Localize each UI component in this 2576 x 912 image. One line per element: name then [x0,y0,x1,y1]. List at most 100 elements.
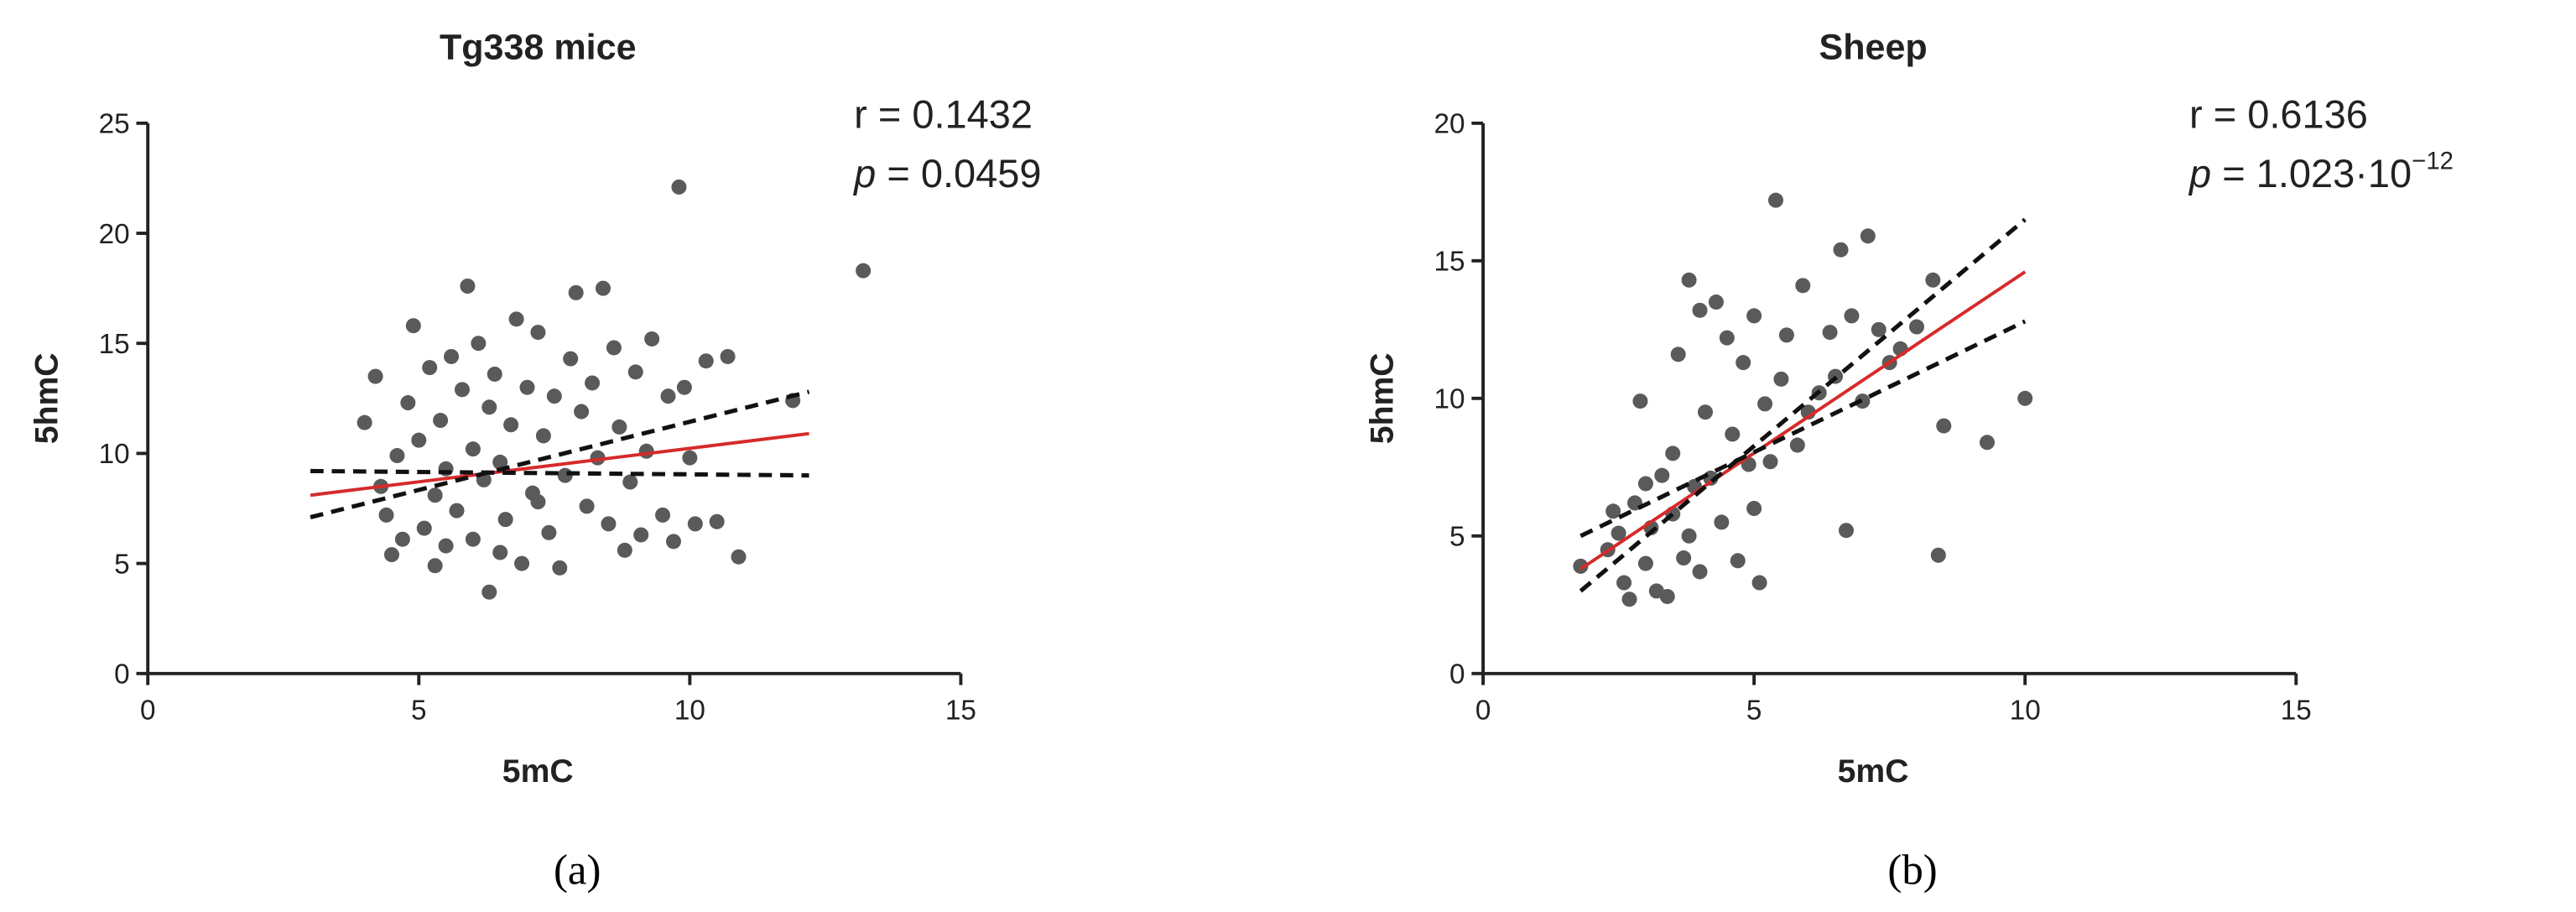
data-point [1860,228,1876,244]
data-point [720,348,736,364]
data-point [1611,525,1626,541]
data-point [535,428,551,444]
data-point [1778,327,1794,343]
data-point [541,524,557,540]
chart-title: Sheep [1819,27,1927,67]
r-statistic: r = 0.1432 [854,92,1033,137]
x-tick-label: 10 [2010,696,2041,727]
data-point [611,419,627,435]
y-tick-label: 0 [1449,659,1465,691]
data-point [856,263,872,279]
data-point [1637,555,1653,571]
data-point [1936,418,1952,434]
data-point [465,531,481,547]
data-point [1697,404,1713,420]
x-axis-label: 5mC [502,753,574,790]
data-point [546,388,562,404]
data-point [1573,558,1589,574]
y-tick-label: 10 [99,439,130,470]
data-point [444,348,460,364]
x-axis-label: 5mC [1838,753,1909,790]
data-point [552,560,568,576]
data-point [378,507,394,523]
data-point [481,399,497,415]
data-point [454,382,470,398]
x-tick-label: 5 [411,696,427,727]
data-point [1833,242,1849,258]
y-axis-label: 5hmC [29,352,65,444]
data-point [1637,476,1653,492]
data-point [1708,294,1724,310]
y-tick-label: 0 [114,659,130,691]
x-tick-label: 15 [2281,696,2312,727]
y-tick-label: 5 [114,549,130,580]
data-point [676,379,692,395]
data-point [1725,426,1741,442]
data-point [487,366,502,382]
data-point [1762,454,1778,470]
confidence-band [1579,319,2027,539]
data-point [1616,575,1632,591]
data-point [530,494,546,510]
data-point [449,503,465,519]
data-point [638,443,654,459]
data-point [585,375,601,391]
data-point [1654,467,1670,483]
panel-caption: (b) [1887,847,1937,894]
y-tick-label: 15 [99,329,130,360]
data-point [519,379,535,395]
data-point [433,413,449,429]
data-point [416,520,432,536]
data-point [503,417,519,433]
data-point [606,340,622,356]
data-point [481,584,497,600]
data-point [687,516,703,532]
y-axis-label: 5hmC [1364,352,1400,444]
data-point [514,555,530,571]
y-tick-label: 20 [1434,109,1465,140]
x-tick-label: 0 [1475,696,1491,727]
data-point [682,450,698,466]
p-statistic: p = 0.0459 [852,151,1041,195]
data-point [1736,355,1751,371]
data-point [1773,371,1789,387]
data-point [595,280,611,296]
data-point [356,414,372,430]
data-point [1844,308,1860,324]
data-point [471,336,487,352]
p-value: = 1.023·10 [2211,151,2412,195]
panel: Sheep 5mC 5hmC 0 5 10 15 0 5 10 15 20 r = 0.6136 p = … [1364,27,2454,894]
data-point [665,534,681,550]
data-point [1670,347,1686,362]
data-point [1751,575,1767,591]
data-point [698,353,714,369]
regression-line [1579,270,2027,571]
data-point [427,487,443,503]
data-point [660,388,676,404]
data-point [400,395,416,411]
data-point [568,284,584,300]
data-point [1789,437,1805,453]
data-point [574,404,590,420]
data-point [622,474,638,490]
data-point [1746,308,1762,324]
y-tick-label: 20 [99,219,130,250]
y-tick-label: 5 [1449,522,1465,553]
data-point [1692,302,1708,318]
data-point [497,512,513,528]
data-point [709,513,725,529]
data-point [1746,500,1762,517]
x-tick-label: 10 [674,696,705,727]
data-point [1714,514,1730,530]
data-point [1979,435,1995,451]
data-point [1665,446,1681,461]
data-point [1930,547,1946,563]
figure-body: Tg338 mice 5mC 5hmC 0 5 10 15 0 5 10 15 20 25 r = 0.1… [29,27,2454,894]
data-point [1795,278,1811,294]
data-point [460,278,476,294]
y-tick-label: 10 [1434,384,1465,415]
data-point [438,538,454,554]
data-point [1719,330,1735,346]
data-point [1871,321,1886,337]
